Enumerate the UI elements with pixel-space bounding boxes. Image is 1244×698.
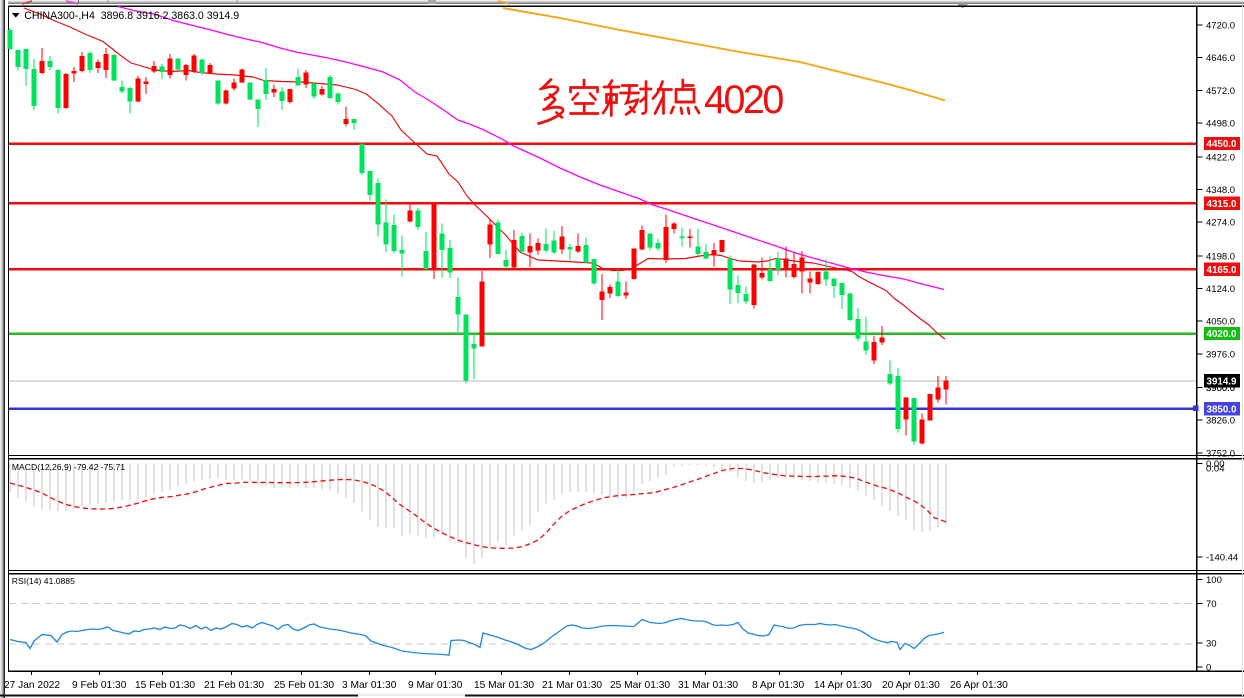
svg-text:25 Feb 01:30: 25 Feb 01:30 — [274, 680, 334, 691]
svg-text:0.04: 0.04 — [1206, 464, 1225, 475]
svg-text:4720.0: 4720.0 — [1206, 21, 1235, 32]
svg-text:3900.0: 3900.0 — [1206, 383, 1235, 394]
svg-text:25 Mar 01:30: 25 Mar 01:30 — [610, 680, 670, 691]
svg-text:CHINA300-,H4 3896.8 3916.2 38: CHINA300-,H4 3896.8 3916.2 3863.0 3914.9 — [24, 10, 239, 22]
svg-text:31 Mar 01:30: 31 Mar 01:30 — [678, 680, 738, 691]
svg-text:MACD(12,26,9) -79.42 -75.71: MACD(12,26,9) -79.42 -75.71 — [12, 462, 125, 472]
svg-text:4274.0: 4274.0 — [1206, 218, 1235, 229]
svg-text:30: 30 — [1206, 639, 1217, 650]
svg-text:15 Mar 01:30: 15 Mar 01:30 — [474, 680, 534, 691]
svg-text:4315.0: 4315.0 — [1207, 199, 1238, 210]
svg-text:4422.0: 4422.0 — [1206, 152, 1235, 163]
svg-text:4050.0: 4050.0 — [1206, 317, 1235, 328]
svg-text:4198.0: 4198.0 — [1206, 251, 1235, 262]
svg-text:21 Mar 01:30: 21 Mar 01:30 — [542, 680, 602, 691]
svg-text:15 Feb 01:30: 15 Feb 01:30 — [135, 680, 195, 691]
svg-text:3 Mar 01:30: 3 Mar 01:30 — [342, 680, 397, 691]
svg-text:3826.0: 3826.0 — [1206, 416, 1235, 427]
svg-text:3850.0: 3850.0 — [1207, 404, 1238, 415]
svg-text:4572.0: 4572.0 — [1206, 86, 1235, 97]
svg-text:70: 70 — [1206, 599, 1217, 610]
svg-text:4165.0: 4165.0 — [1207, 265, 1238, 276]
svg-text:9 Feb 01:30: 9 Feb 01:30 — [72, 680, 127, 691]
svg-text:4646.0: 4646.0 — [1206, 53, 1235, 64]
svg-text:4498.0: 4498.0 — [1206, 119, 1235, 130]
svg-text:3752.0: 3752.0 — [1206, 448, 1235, 459]
svg-text:4124.0: 4124.0 — [1206, 284, 1235, 295]
svg-text:4020.0: 4020.0 — [1207, 329, 1238, 340]
svg-text:100: 100 — [1206, 575, 1222, 586]
svg-text:4450.0: 4450.0 — [1207, 139, 1238, 150]
svg-text:0.00: 0.00 — [1206, 459, 1225, 470]
svg-text:20 Apr 01:30: 20 Apr 01:30 — [882, 680, 940, 691]
svg-text:3900.0: 3900.0 — [1206, 383, 1235, 394]
svg-text:9 Mar 01:30: 9 Mar 01:30 — [408, 680, 463, 691]
svg-text:3914.9: 3914.9 — [1207, 377, 1238, 388]
svg-text:RSI(14) 41.0885: RSI(14) 41.0885 — [12, 576, 75, 586]
svg-text:27 Jan 2022: 27 Jan 2022 — [4, 680, 60, 691]
svg-text:3976.0: 3976.0 — [1206, 349, 1235, 360]
svg-text:8 Apr 01:30: 8 Apr 01:30 — [752, 680, 804, 691]
svg-text:0: 0 — [1206, 663, 1211, 674]
svg-text:4020: 4020 — [704, 78, 783, 122]
svg-text:14 Apr 01:30: 14 Apr 01:30 — [814, 680, 872, 691]
svg-text:-140.44: -140.44 — [1206, 553, 1238, 564]
svg-text:4348.0: 4348.0 — [1206, 185, 1235, 196]
svg-text:21 Feb 01:30: 21 Feb 01:30 — [204, 680, 264, 691]
svg-text:26 Apr 01:30: 26 Apr 01:30 — [950, 680, 1008, 691]
